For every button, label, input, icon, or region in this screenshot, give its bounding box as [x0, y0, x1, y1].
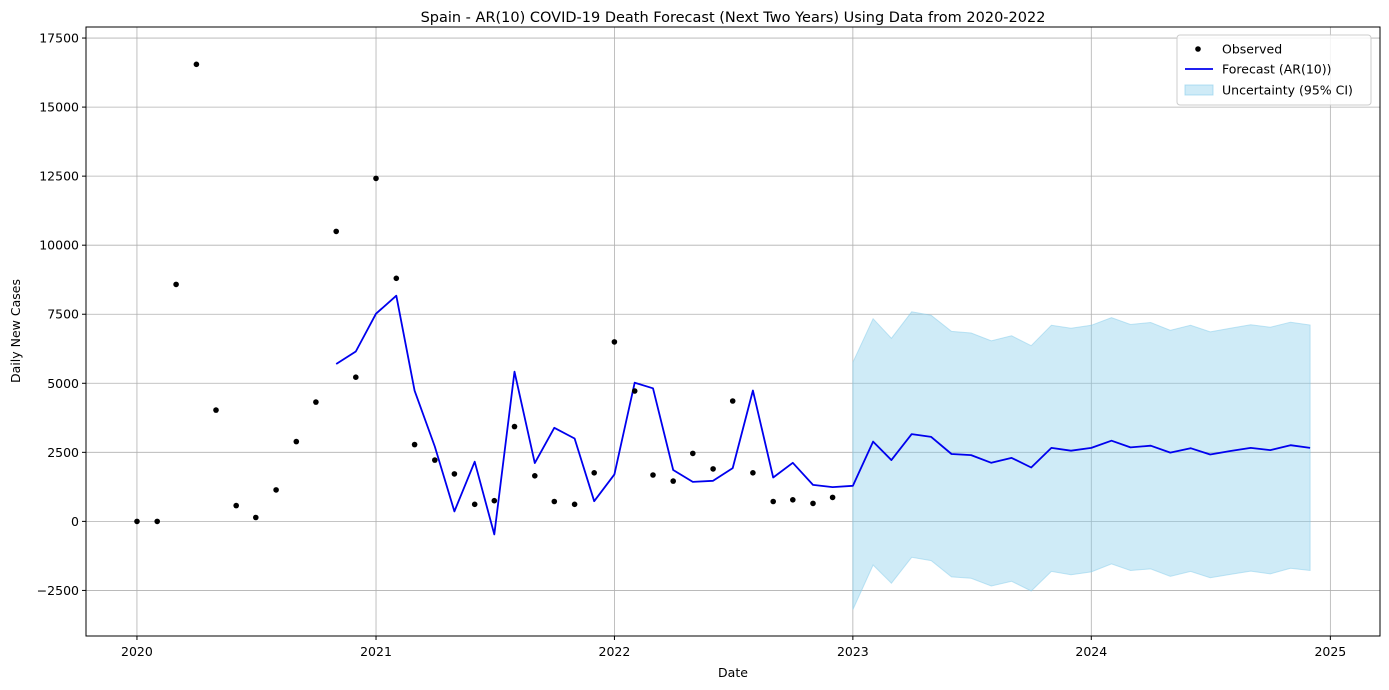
uncertainty-band	[852, 311, 1311, 610]
y-tick-label: 2500	[47, 445, 79, 460]
x-tick-label: 2024	[1075, 644, 1107, 659]
forecast-series	[335, 294, 1311, 536]
x-axis-label: Date	[718, 665, 748, 680]
legend: Observed Forecast (AR(10)) Uncertainty (…	[1176, 34, 1372, 106]
y-tick-label: 10000	[39, 238, 79, 253]
observed-point	[471, 501, 478, 508]
observed-point	[193, 61, 200, 68]
observed-point	[690, 450, 696, 457]
observed-point	[213, 407, 219, 413]
observed-point	[571, 501, 578, 508]
observed-point	[411, 441, 418, 448]
y-tick-label: 7500	[47, 307, 79, 322]
observed-point	[273, 487, 279, 493]
x-tick-label: 2022	[599, 644, 631, 659]
observed-point	[790, 497, 796, 503]
plot-area	[85, 26, 1381, 637]
legend-observed-marker	[1195, 46, 1201, 52]
observed-point	[393, 275, 400, 282]
y-axis: −2500 0 2500 5000 7500 10000 12500 15000 17500	[37, 31, 86, 598]
observed-point	[810, 500, 816, 507]
observed-point	[233, 502, 239, 509]
x-axis: 2020 2021 2022 2023 2024 2025	[121, 636, 1346, 659]
observed-point	[750, 470, 756, 476]
x-tick-label: 2020	[121, 644, 153, 659]
y-tick-label: 15000	[39, 100, 79, 115]
observed-point	[432, 457, 438, 463]
x-tick-label: 2021	[360, 644, 392, 659]
observed-point	[829, 494, 836, 501]
axes-frame	[85, 26, 1381, 637]
observed-point	[650, 472, 656, 478]
y-tick-label: 17500	[39, 31, 79, 46]
observed-point	[333, 228, 340, 235]
observed-point	[491, 497, 498, 504]
grid	[86, 27, 1380, 636]
legend-uncertainty-patch	[1184, 84, 1214, 96]
observed-point	[729, 398, 736, 404]
observed-point	[551, 498, 558, 505]
legend-uncertainty-label: Uncertainty (95% CI)	[1222, 83, 1353, 98]
observed-series	[134, 61, 836, 525]
observed-point	[154, 518, 160, 525]
observed-point	[532, 473, 538, 479]
observed-point	[134, 518, 140, 525]
legend-forecast-label: Forecast (AR(10))	[1222, 62, 1332, 77]
observed-point	[511, 423, 518, 430]
y-tick-label: 5000	[47, 376, 79, 391]
observed-point	[253, 514, 259, 521]
y-tick-label: 0	[71, 514, 79, 529]
legend-observed-label: Observed	[1222, 42, 1282, 57]
x-tick-label: 2023	[837, 644, 869, 659]
y-axis-label: Daily New Cases	[8, 279, 23, 383]
observed-point	[670, 478, 676, 484]
observed-point	[313, 399, 319, 405]
y-tick-label: −2500	[37, 583, 79, 598]
observed-point	[451, 471, 458, 477]
observed-point	[710, 466, 716, 472]
observed-point	[293, 438, 300, 445]
observed-point	[353, 374, 359, 381]
legend-frame	[1176, 34, 1372, 106]
observed-point	[373, 175, 379, 182]
x-tick-label: 2025	[1314, 644, 1346, 659]
observed-point	[173, 281, 179, 288]
observed-point	[611, 339, 618, 345]
forecast-line	[335, 294, 1311, 536]
observed-point	[770, 498, 776, 505]
y-tick-label: 12500	[39, 169, 79, 184]
observed-point	[591, 470, 597, 476]
observed-point	[631, 388, 638, 394]
chart-title: Spain - AR(10) COVID-19 Death Forecast (…	[421, 10, 1046, 26]
uncertainty-area	[852, 311, 1311, 610]
